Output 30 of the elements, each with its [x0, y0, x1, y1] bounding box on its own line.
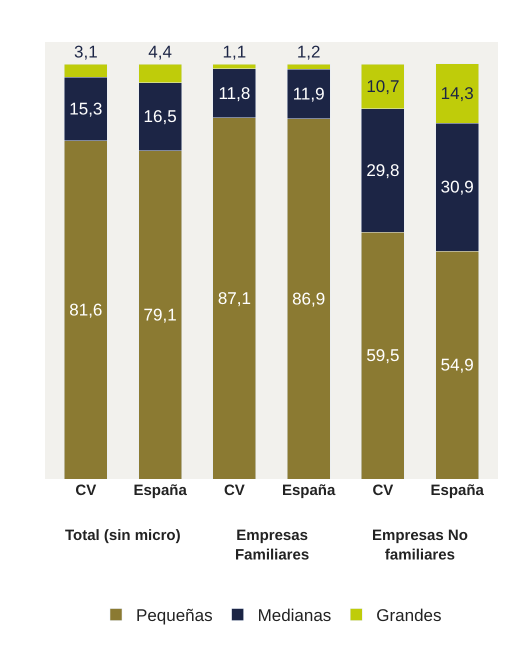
x-tick-label: España [430, 482, 484, 499]
x-tick-label: CV [224, 482, 245, 499]
text: Empresas Familiares [235, 527, 310, 564]
legend-label: Grandes [376, 606, 442, 626]
data-label: 86,9 [292, 289, 326, 308]
data-label: 79,1 [144, 305, 177, 324]
text: Empresas No familiares [372, 527, 468, 564]
data-label: 11,9 [292, 84, 325, 104]
data-label: 54,9 [440, 356, 474, 375]
data-label: 1,2 [296, 42, 320, 62]
data-label: 16,5 [144, 107, 177, 126]
data-label: 4,4 [148, 42, 172, 62]
data-label: 81,6 [69, 300, 102, 320]
data-label: 30,9 [440, 178, 474, 197]
data-label: 14,3 [440, 84, 474, 104]
data-label: 29,8 [366, 160, 400, 180]
x-tick-label: España [133, 482, 188, 499]
x-tick-label: CV [75, 482, 96, 499]
data-label: 10,7 [366, 76, 400, 96]
data-label: 3,1 [74, 42, 98, 62]
legend-label: Medianas [258, 606, 332, 626]
text: Total (sin micro) [65, 527, 181, 544]
x-tick-label: España [282, 482, 336, 499]
x-tick-label: CV [372, 482, 394, 499]
data-label: 15,3 [69, 99, 102, 118]
legend-label: Pequeñas [136, 606, 213, 626]
data-label: 11,8 [218, 84, 250, 103]
data-label: 59,5 [366, 346, 400, 366]
data-label: 87,1 [218, 288, 251, 308]
data-label: 1,1 [222, 42, 246, 62]
